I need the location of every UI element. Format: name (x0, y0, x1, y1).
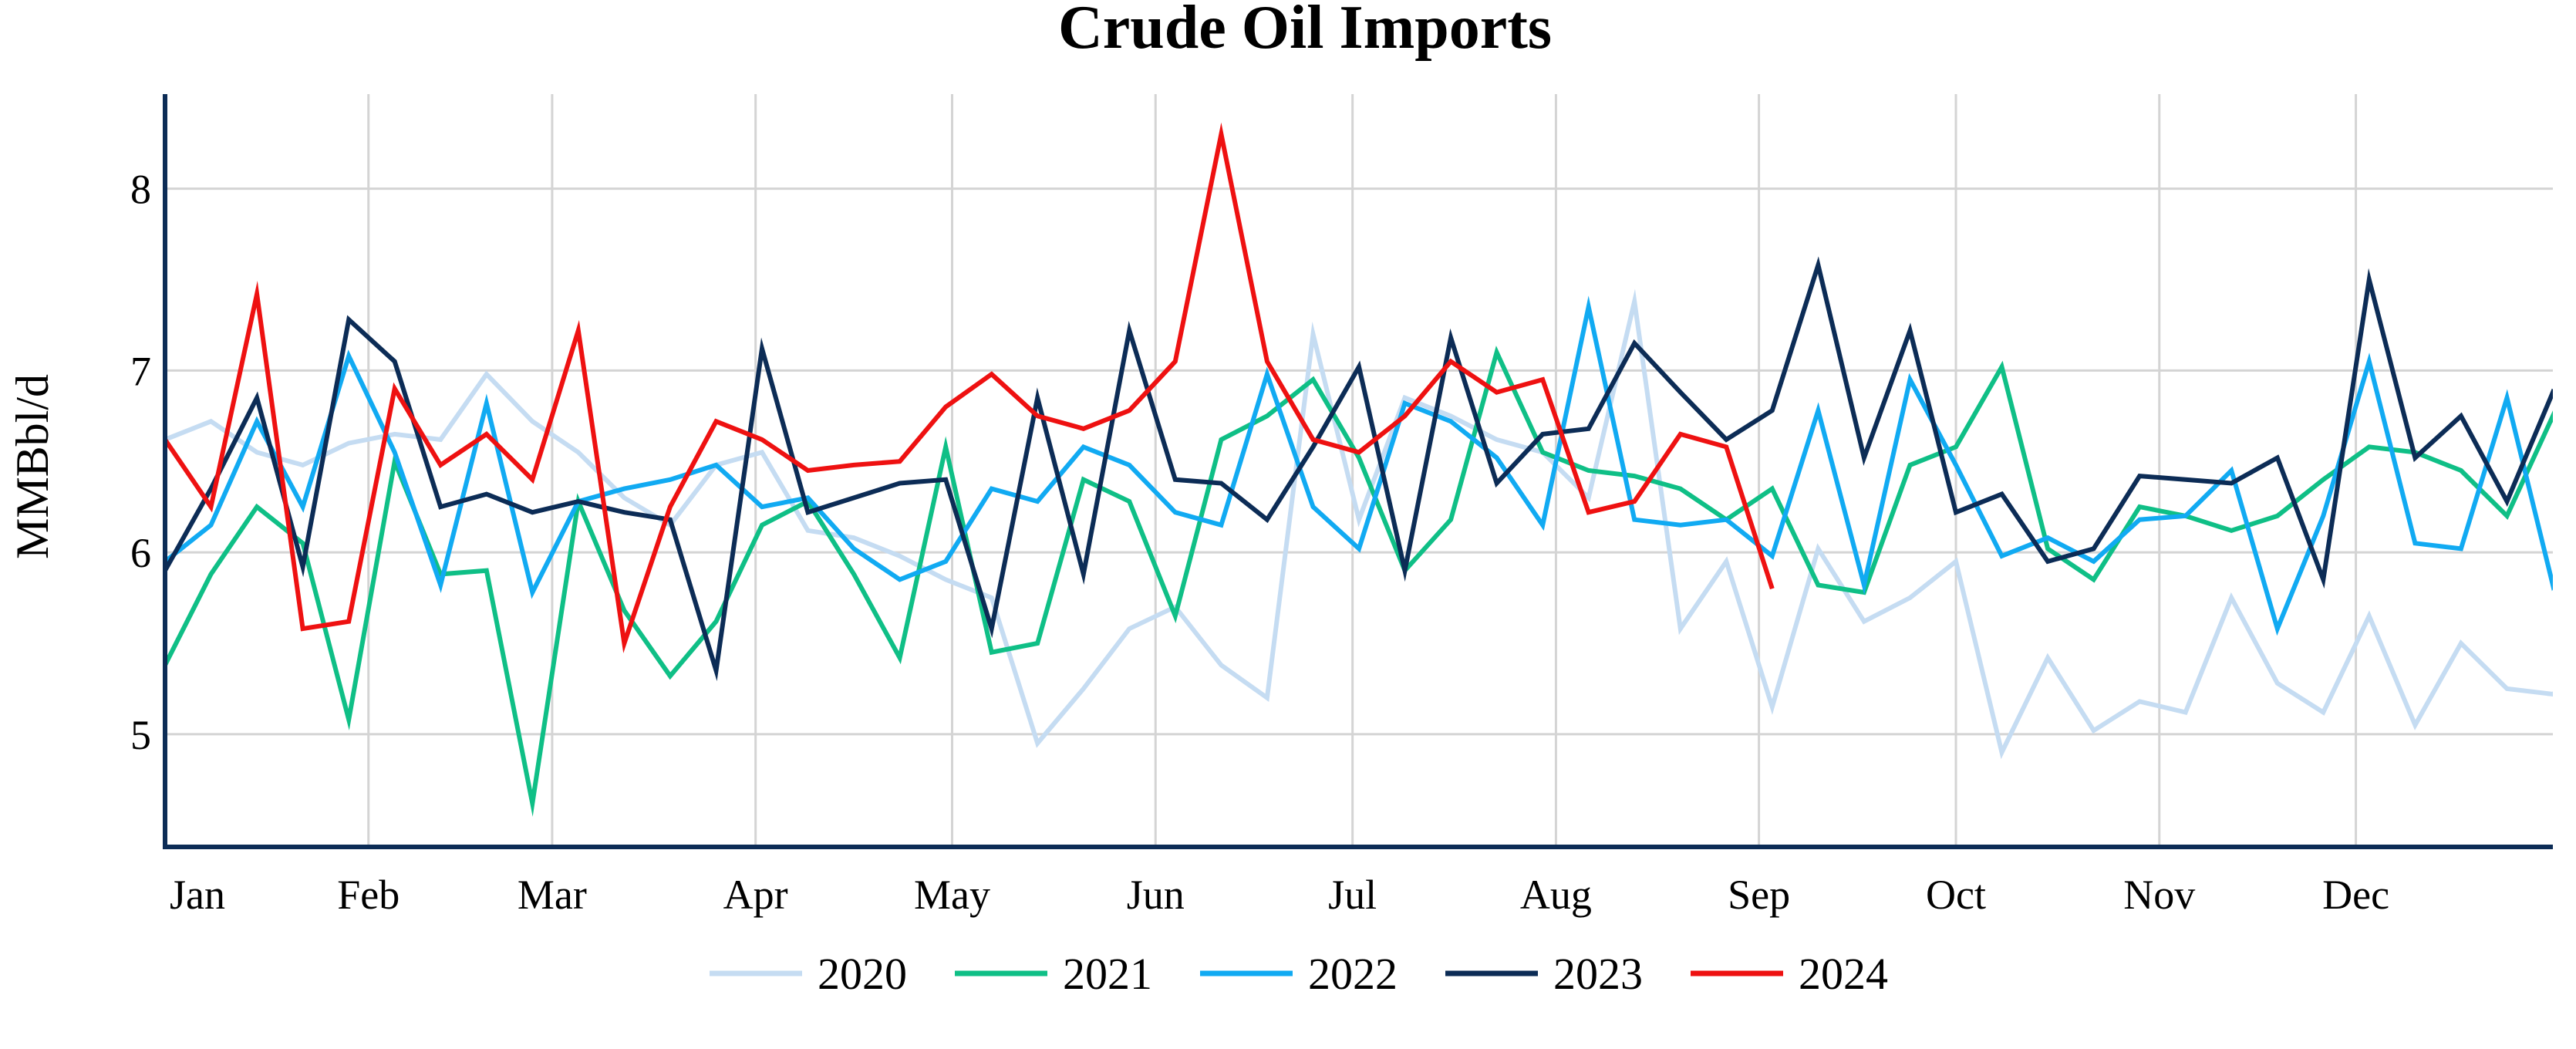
x-tick-label: Dec (2322, 872, 2389, 918)
x-tick-label: Mar (518, 872, 587, 918)
x-tick-label: Aug (1520, 872, 1592, 918)
legend-label: 2023 (1553, 949, 1643, 999)
series-line-2023 (165, 256, 2553, 682)
series-line-2020 (165, 288, 2553, 760)
chart-title: Crude Oil Imports (1058, 0, 1552, 62)
x-tick-label: Oct (1926, 872, 1986, 918)
y-tick-label: 5 (130, 712, 151, 758)
x-tick-label: May (914, 872, 990, 918)
legend-item-2020: 2020 (710, 949, 907, 999)
x-tick-label: Sep (1728, 872, 1790, 918)
legend-label: 2021 (1063, 949, 1152, 999)
legend-item-2022: 2022 (1200, 949, 1398, 999)
y-axis-label: MMBbl/d (7, 374, 58, 559)
series-line-2021 (165, 346, 2553, 817)
x-tick-label: Nov (2123, 872, 2195, 918)
legend-label: 2022 (1308, 949, 1398, 999)
y-tick-label: 8 (130, 167, 151, 213)
axes: Jan Feb Mar Apr May Jun Jul Aug Sep Oct Nov Dec 5 6 7 8 (130, 94, 2553, 918)
legend: 2020 2021 2022 2023 2024 (710, 949, 1888, 999)
legend-item-2024: 2024 (1691, 949, 1888, 999)
series-lines (165, 122, 2553, 817)
x-tick-label: Jul (1328, 872, 1377, 918)
x-tick-label: Jun (1127, 872, 1185, 918)
legend-item-2023: 2023 (1445, 949, 1643, 999)
series-line-2022 (165, 295, 2553, 636)
y-tick-label: 6 (130, 530, 151, 576)
legend-label: 2020 (818, 949, 907, 999)
series-line-2024 (165, 122, 1775, 653)
legend-label: 2024 (1799, 949, 1888, 999)
x-tick-label: Jan (170, 872, 225, 918)
legend-item-2021: 2021 (955, 949, 1152, 999)
x-tick-label: Feb (337, 872, 400, 918)
x-tick-label: Apr (723, 872, 788, 918)
y-tick-label: 7 (130, 348, 151, 394)
